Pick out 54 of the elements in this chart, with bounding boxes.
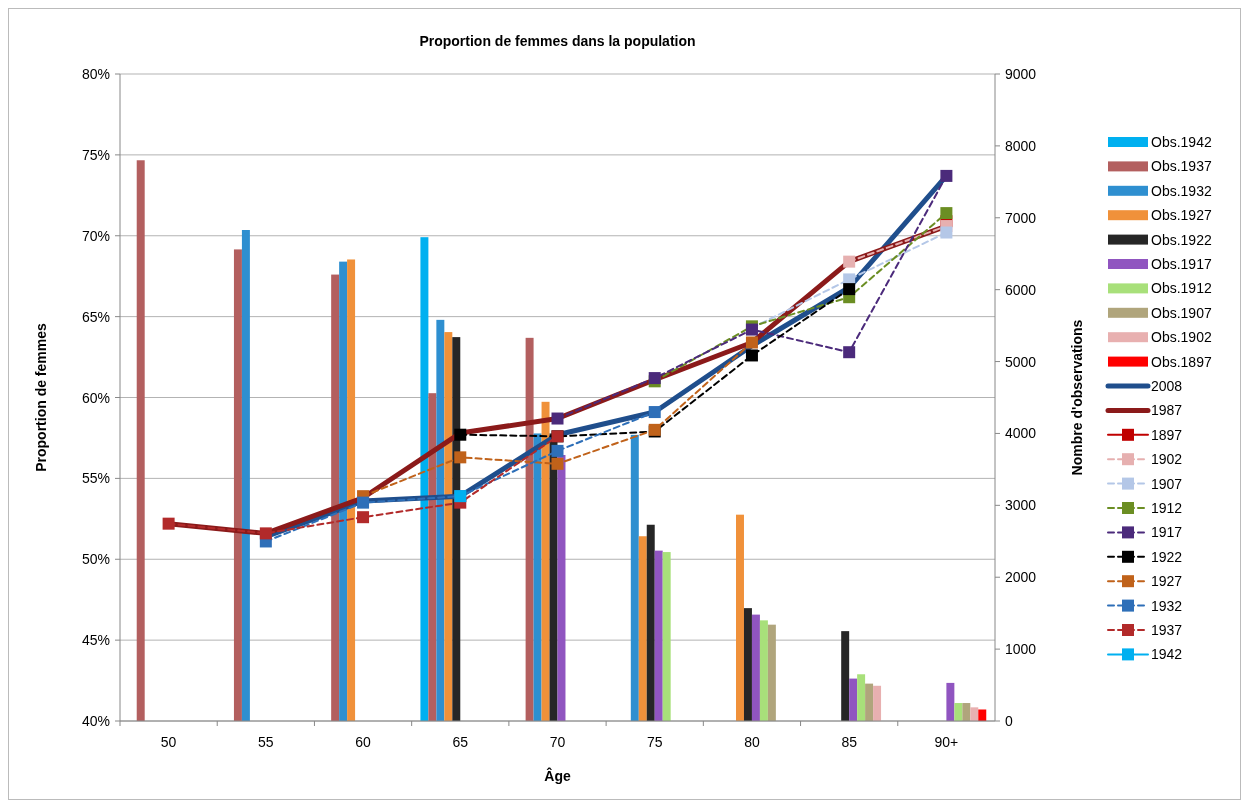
legend-label: Obs.1897 [1151,353,1212,370]
y-tick-label: 75% [81,146,110,163]
x-tick-label: 85 [841,734,858,750]
x-tick-label: 70 [549,734,566,750]
x-tick-label: 90+ [934,734,959,750]
y-tick-label: 80% [81,66,110,82]
legend-label: Obs.1902 [1151,329,1212,346]
legend-label: 2008 [1151,378,1183,394]
y2-tick-label: 2000 [1005,569,1037,586]
y-tick-label: 65% [81,308,110,325]
x-tick-label: 75 [646,734,663,750]
y2-tick-label: 1000 [1005,641,1037,658]
y2-tick-label: 0 [1005,713,1013,729]
y2-tick-label: 4000 [1005,425,1037,442]
y-tick-label: 60% [81,389,110,406]
legend-label: Obs.1907 [1151,304,1212,321]
legend-label: 1942 [1151,646,1183,663]
x-tick-label: 50 [160,734,177,750]
legend-label: 1987 [1151,402,1183,419]
y2-tick-label: 6000 [1005,281,1037,298]
legend-label: Obs.1937 [1151,158,1212,175]
legend-label: Obs.1917 [1151,256,1212,272]
x-tick-label: 60 [355,734,372,750]
y-tick-label: 45% [81,632,110,649]
legend-label: 1897 [1151,426,1183,443]
chart-title: Proportion de femmes dans la population [419,33,696,49]
legend-label: Obs.1927 [1151,207,1212,224]
legend-label: 1902 [1151,451,1183,468]
y-axis-title: Proportion de femmes [33,323,49,472]
x-axis-title: Âge [544,767,571,784]
y-tick-label: 70% [81,227,110,244]
x-tick-label: 65 [452,734,469,750]
y-tick-label: 50% [81,551,110,568]
y2-tick-label: 9000 [1005,66,1037,82]
y2-tick-label: 7000 [1005,209,1037,226]
legend-label: 1932 [1151,597,1183,614]
y-tick-label: 55% [81,470,110,487]
y-tick-label: 40% [81,713,110,729]
legend-label: Obs.1942 [1151,134,1212,150]
legend-label: 1937 [1151,622,1183,638]
legend-label: 1922 [1151,548,1183,565]
legend-label: 1907 [1151,475,1183,492]
x-tick-label: 55 [258,734,274,750]
legend-label: Obs.1922 [1151,231,1212,248]
legend-label: Obs.1912 [1151,280,1212,297]
y2-tick-label: 8000 [1005,137,1037,154]
legend-label: 1927 [1151,573,1183,590]
legend-label: Obs.1932 [1151,182,1212,199]
legend-label: 1917 [1151,524,1183,541]
legend-label: 1912 [1151,500,1183,516]
y2-axis-title: Nombre d'observations [1069,319,1085,476]
y2-tick-label: 5000 [1005,353,1037,370]
y2-tick-label: 3000 [1005,497,1037,514]
x-tick-label: 80 [744,734,760,750]
